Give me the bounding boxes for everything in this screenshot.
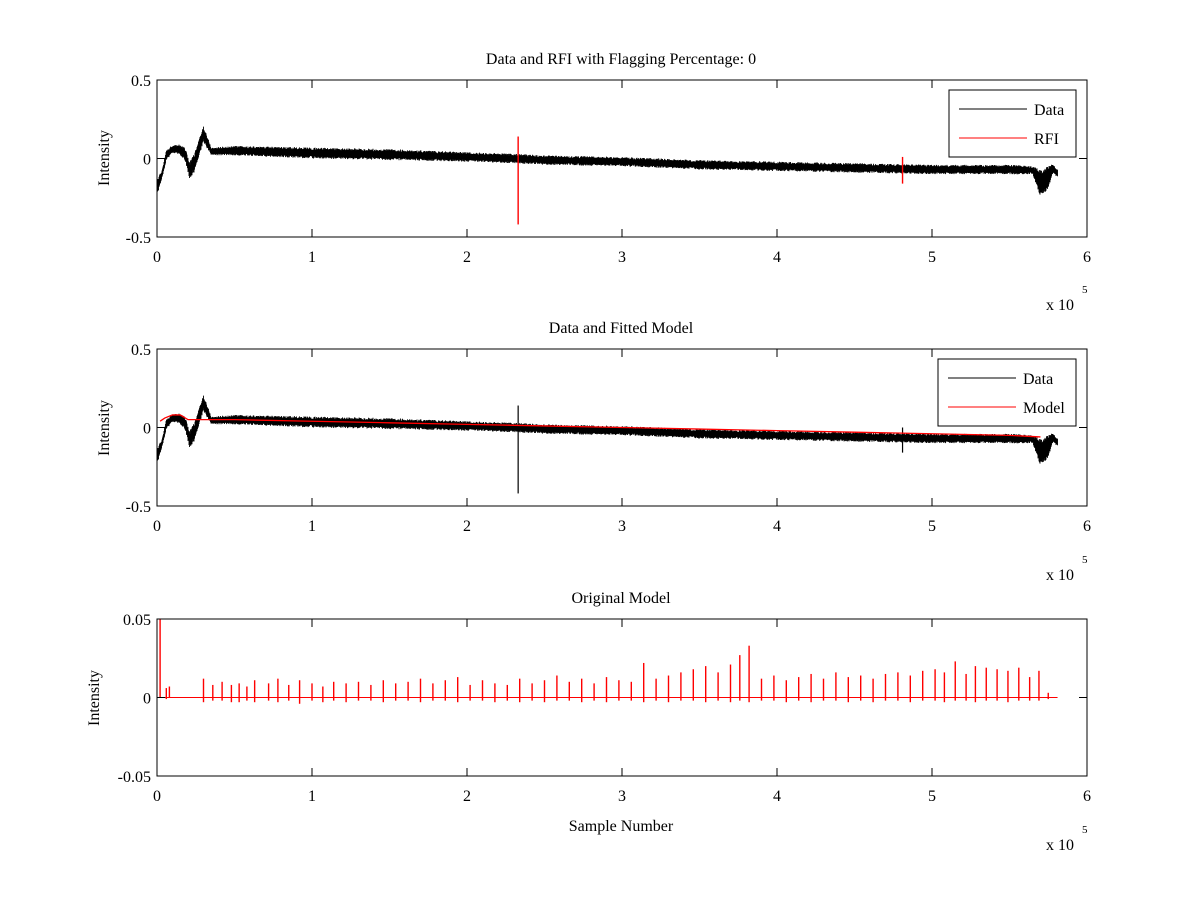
legend-label: Data — [1023, 371, 1053, 388]
x-tick-label: 6 — [1083, 518, 1091, 535]
y-tick-label: -0.5 — [126, 230, 151, 247]
legend-label: Data — [1034, 102, 1064, 119]
x-tick-label: 2 — [463, 518, 471, 535]
legend: Data Model — [937, 358, 1077, 427]
x-tick-label: 6 — [1083, 249, 1091, 266]
x-exponent-value: 5 — [1082, 824, 1088, 836]
x-tick-label: 4 — [773, 788, 781, 805]
x-tick-label: 0 — [153, 788, 161, 805]
x-tick-label: 3 — [618, 518, 626, 535]
x-exponent-label: x 10 — [1046, 567, 1074, 584]
x-tick-label: 5 — [928, 518, 936, 535]
x-tick-label: 1 — [308, 249, 316, 266]
x-tick-label: 5 — [928, 788, 936, 805]
panel-rfi: Data and RFI with Flagging Percentage: 0… — [96, 51, 1091, 314]
model-series — [159, 414, 1041, 438]
x-tick-label: 2 — [463, 788, 471, 805]
y-tick-label: 0.5 — [131, 342, 151, 359]
legend-box — [948, 89, 1077, 158]
x-exponent-value: 5 — [1082, 284, 1088, 296]
rfi-series — [517, 136, 904, 225]
y-tick-label: 0.5 — [131, 73, 151, 90]
y-tick-label: 0.05 — [123, 612, 151, 629]
x-exponent-value: 5 — [1082, 554, 1088, 566]
x-tick-label: 3 — [618, 249, 626, 266]
x-tick-label: 4 — [773, 518, 781, 535]
model-line — [159, 414, 1041, 438]
legend-box — [937, 358, 1077, 427]
x-tick-label: 5 — [928, 249, 936, 266]
x-tick-label: 3 — [618, 788, 626, 805]
x-tick-label: 0 — [153, 518, 161, 535]
y-tick-label: 0 — [143, 691, 151, 708]
y-axis-label: Intensity — [86, 670, 103, 726]
y-axis-label: Intensity — [96, 130, 113, 186]
x-tick-label: 1 — [308, 788, 316, 805]
x-exponent-label: x 10 — [1046, 297, 1074, 314]
panel-original-model: Original Model Intensity Sample Number x… — [86, 590, 1091, 854]
x-exponent-label: x 10 — [1046, 837, 1074, 854]
panel-title: Original Model — [571, 590, 671, 607]
data-band — [156, 126, 1058, 195]
y-tick-label: 0 — [143, 421, 151, 438]
series-series — [157, 619, 1058, 704]
x-tick-label: 4 — [773, 249, 781, 266]
legend: Data RFI — [948, 89, 1077, 158]
x-tick-label: 1 — [308, 518, 316, 535]
panel-title: Data and Fitted Model — [549, 320, 694, 337]
x-tick-label: 0 — [153, 249, 161, 266]
y-tick-label: -0.5 — [126, 499, 151, 516]
legend-label: RFI — [1034, 131, 1059, 148]
y-tick-label: 0 — [143, 152, 151, 169]
x-axis-label: Sample Number — [569, 818, 674, 835]
y-tick-label: -0.05 — [118, 769, 151, 786]
data-series — [156, 126, 1058, 195]
x-tick-label: 6 — [1083, 788, 1091, 805]
x-tick-label: 2 — [463, 249, 471, 266]
y-axis-label: Intensity — [96, 400, 113, 456]
panel-title: Data and RFI with Flagging Percentage: 0 — [486, 51, 756, 68]
legend-label: Model — [1023, 400, 1065, 417]
panel-fitted-model: Data and Fitted Model Intensity x 10 5 0… — [96, 320, 1091, 584]
